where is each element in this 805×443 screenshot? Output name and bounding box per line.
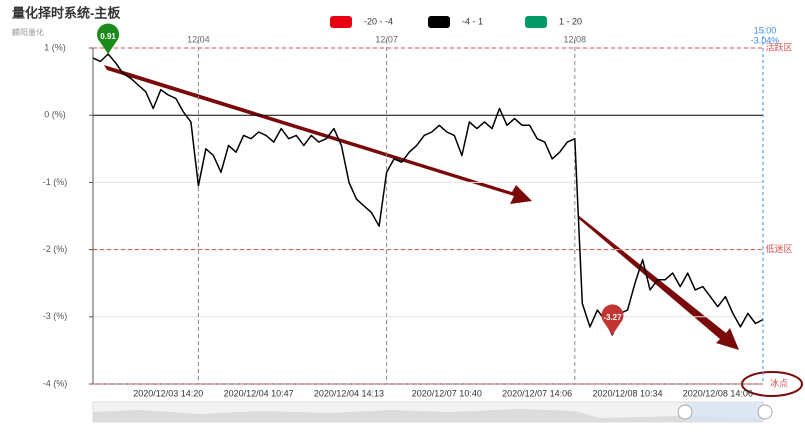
y-tick-label: 1 (%) [44,42,66,52]
y-tick-label: -4 (%) [43,378,68,388]
chart-subtitle: 麟阳量化 [12,27,44,37]
annotation-label: -3.27 [603,313,622,322]
zoom-preview [93,409,763,422]
day-label: 12/08 [564,34,587,44]
legend: -20 - -4 -4 - 1 1 - 20 [330,16,582,28]
annotation-pin [97,23,120,55]
y-tick-label: -1 (%) [43,177,68,187]
x-tick-label: 2020/12/07 10:40 [412,388,482,398]
y-tick-label: 0 (%) [44,110,66,120]
day-label: 12/04 [187,34,210,44]
cursor-value: -3.04% [751,35,780,45]
zone-label: 低迷区 [765,243,792,254]
chart-title: 量化择时系统-主板 [12,5,121,20]
legend-swatch [330,16,352,28]
trend-arrow [578,215,739,350]
legend-label: -20 - -4 [364,16,393,26]
x-tick-label: 2020/12/04 10:47 [224,388,294,398]
annotation-pin [601,304,624,335]
zoom-handle[interactable] [757,404,773,420]
zone-label: 冰点 [770,377,788,388]
legend-swatch [525,16,547,28]
zoom-handle[interactable] [677,404,693,420]
trend-arrow [104,65,532,204]
legend-swatch [428,16,450,28]
y-tick-label: -2 (%) [43,244,68,254]
zone-label: 活跃区 [765,41,792,52]
cursor-time: 15:00 [754,25,777,35]
annotation-label: 0.91 [100,32,116,41]
x-tick-label: 2020/12/07 14:06 [502,388,572,398]
x-tick-label: 2020/12/04 14:13 [314,388,384,398]
y-tick-label: -3 (%) [43,311,68,321]
series-line [92,53,764,336]
zoom-window [685,402,763,422]
x-tick-label: 2020/12/08 14:06 [683,388,753,398]
x-tick-label: 2020/12/08 10:34 [592,388,662,398]
day-label: 12/07 [375,34,398,44]
legend-label: 1 - 20 [559,16,582,26]
legend-label: -4 - 1 [462,16,483,26]
x-tick-label: 2020/12/03 14:20 [133,388,203,398]
